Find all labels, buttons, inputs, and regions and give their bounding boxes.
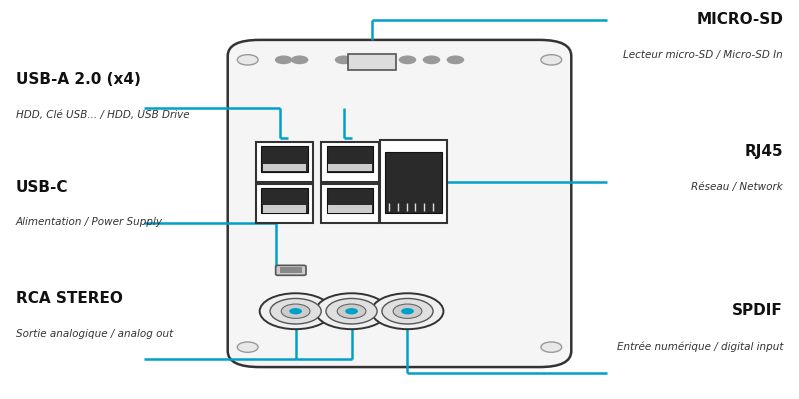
Circle shape [281, 304, 310, 318]
Circle shape [275, 55, 292, 64]
Circle shape [291, 55, 308, 64]
Bar [256, 184, 313, 223]
Bar [321, 142, 379, 182]
Bar [263, 164, 306, 171]
Circle shape [237, 55, 258, 65]
Circle shape [270, 298, 321, 324]
Circle shape [447, 55, 464, 64]
Bar [328, 205, 372, 213]
Text: Alimentation / Power Supply: Alimentation / Power Supply [16, 217, 163, 227]
Circle shape [316, 293, 388, 329]
Text: USB-A 2.0 (x4): USB-A 2.0 (x4) [16, 72, 141, 87]
Text: SPDIF: SPDIF [732, 303, 783, 318]
Bar [280, 267, 302, 273]
Bar [380, 140, 447, 223]
Circle shape [541, 342, 562, 352]
Circle shape [337, 304, 366, 318]
Text: RJ45: RJ45 [745, 144, 783, 159]
Circle shape [423, 55, 440, 64]
Circle shape [289, 308, 302, 314]
FancyBboxPatch shape [228, 40, 571, 367]
Bar [328, 164, 372, 171]
Text: Lecteur micro-SD / Micro-SD In: Lecteur micro-SD / Micro-SD In [623, 50, 783, 60]
Bar [263, 205, 306, 213]
Bar [327, 146, 373, 172]
Bar [321, 184, 379, 223]
Circle shape [326, 298, 377, 324]
Text: Entrée numérique / digital input: Entrée numérique / digital input [617, 341, 783, 352]
Circle shape [541, 55, 562, 65]
Text: Sortie analogique / analog out: Sortie analogique / analog out [16, 329, 173, 339]
Text: Réseau / Network: Réseau / Network [691, 182, 783, 192]
Text: MICRO-SD: MICRO-SD [696, 12, 783, 27]
Bar [327, 188, 373, 213]
Circle shape [399, 55, 416, 64]
Circle shape [372, 293, 443, 329]
FancyBboxPatch shape [276, 265, 306, 275]
Bar [261, 146, 308, 172]
Text: HDD, Clé USB... / HDD, USB Drive: HDD, Clé USB... / HDD, USB Drive [16, 110, 189, 120]
Circle shape [382, 298, 433, 324]
Bar [348, 54, 396, 70]
Circle shape [345, 308, 358, 314]
Circle shape [260, 293, 332, 329]
Text: USB-C: USB-C [16, 180, 69, 195]
Bar [256, 142, 313, 182]
Circle shape [393, 304, 422, 318]
Bar [261, 188, 308, 213]
Circle shape [401, 308, 414, 314]
Circle shape [335, 55, 352, 64]
Text: RCA STEREO: RCA STEREO [16, 291, 123, 306]
Bar [385, 152, 442, 213]
Circle shape [237, 342, 258, 352]
